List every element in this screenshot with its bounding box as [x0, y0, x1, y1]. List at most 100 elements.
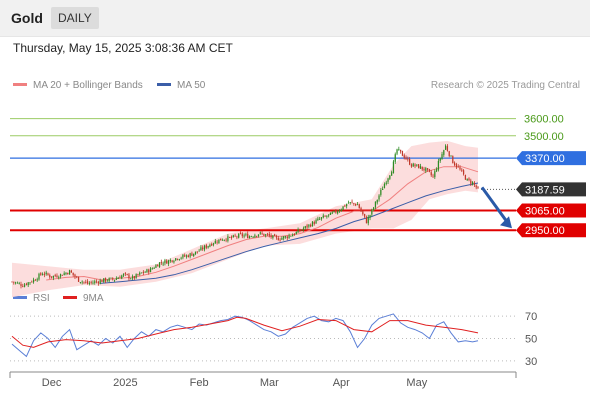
candle-body: [383, 184, 386, 189]
candle-body: [140, 272, 143, 274]
candle-body: [320, 217, 323, 219]
candle-body: [245, 234, 247, 236]
candle-body: [464, 175, 467, 180]
candle-body: [394, 154, 396, 162]
ma50-line: [100, 182, 479, 284]
candle-body: [137, 274, 139, 275]
candles-layer: [11, 144, 479, 289]
candle-body: [358, 204, 360, 209]
candle-body: [403, 155, 405, 158]
candle-body: [448, 151, 450, 156]
candle-body: [92, 282, 94, 284]
bollinger-band: [12, 140, 478, 298]
candle-body: [283, 236, 285, 239]
legend-rsi[interactable]: RSI: [13, 293, 50, 304]
candle-body: [23, 284, 26, 287]
candle-body: [263, 233, 265, 236]
candle-body: [434, 171, 436, 178]
candle-body: [175, 258, 177, 261]
candle-body: [256, 235, 258, 237]
moving-average-layer: [46, 166, 479, 284]
candle-body: [86, 281, 89, 284]
candle-body: [254, 235, 256, 238]
candle-body: [410, 164, 413, 167]
candle-body: [450, 155, 452, 157]
candle-body: [239, 233, 242, 234]
candle-body: [270, 235, 272, 238]
candle-body: [475, 185, 477, 188]
candle-body: [279, 239, 281, 241]
candle-body: [209, 244, 211, 247]
candle-body: [473, 182, 476, 185]
candle-body: [171, 260, 173, 262]
candle-body: [153, 268, 155, 269]
candle-body: [261, 233, 263, 234]
candle-body: [347, 202, 350, 204]
candle-body: [22, 286, 24, 287]
candle-body: [293, 234, 296, 235]
candle-body: [443, 150, 445, 155]
candle-body: [389, 175, 391, 179]
candle-body: [187, 255, 189, 258]
candle-body: [194, 251, 197, 254]
candle-body: [34, 279, 37, 281]
candle-body: [292, 234, 294, 237]
candle-body: [405, 157, 407, 160]
candle-body: [220, 238, 222, 241]
candle-body: [67, 273, 69, 275]
level-tag-2950.00: [516, 223, 586, 238]
candle-body: [441, 154, 443, 160]
candle-body: [444, 145, 447, 150]
candle-body: [95, 281, 98, 283]
candle-body: [272, 235, 274, 239]
forecast-arrow-shaft: [480, 186, 510, 225]
candle-body: [198, 250, 200, 252]
candle-body: [248, 236, 251, 239]
candle-body: [58, 277, 60, 279]
bollinger-band-layer: [12, 140, 478, 298]
candle-body: [88, 283, 90, 284]
x-tick-label-Feb: Feb: [190, 377, 209, 389]
candle-body: [232, 235, 234, 238]
candle-body: [76, 276, 78, 278]
candle-body: [36, 279, 38, 281]
level-tag-3370.00: [516, 151, 586, 166]
candle-body: [428, 169, 431, 172]
candle-body: [365, 217, 368, 224]
candle-body: [322, 215, 324, 218]
candle-body: [335, 210, 337, 213]
rsi-tick-30: 30: [525, 356, 537, 368]
candle-body: [16, 282, 19, 284]
candle-body: [331, 212, 333, 214]
period-selector-button[interactable]: DAILY: [51, 7, 99, 29]
candle-body: [176, 258, 179, 260]
candle-body: [214, 240, 216, 244]
candle-body: [385, 182, 387, 184]
legend-ma20[interactable]: MA 20 + Bollinger Bands: [13, 80, 143, 91]
legend-ma50[interactable]: MA 50: [157, 80, 205, 91]
candle-body: [328, 214, 330, 216]
candle-body: [369, 215, 371, 218]
candle-body: [101, 280, 103, 283]
rsi-tick-50: 50: [525, 334, 537, 346]
candle-body: [452, 156, 454, 164]
candle-body: [286, 236, 288, 239]
candle-body: [52, 275, 55, 278]
legend-swatch-rsi-ma: [63, 295, 77, 299]
candle-body: [205, 245, 207, 248]
candle-body: [349, 202, 351, 203]
candle-body: [166, 260, 168, 264]
candle-body: [173, 261, 175, 263]
candle-body: [18, 283, 20, 285]
level-label-3370.00: 3370.00: [525, 153, 565, 165]
candle-body: [284, 236, 287, 238]
candle-body: [130, 278, 132, 280]
candle-body: [297, 229, 299, 233]
candle-body: [146, 269, 148, 273]
legend-rsi-ma[interactable]: 9MA: [63, 293, 104, 304]
candle-body: [268, 233, 270, 236]
candle-body: [392, 161, 395, 174]
candle-body: [203, 245, 206, 250]
candle-body: [426, 168, 429, 170]
